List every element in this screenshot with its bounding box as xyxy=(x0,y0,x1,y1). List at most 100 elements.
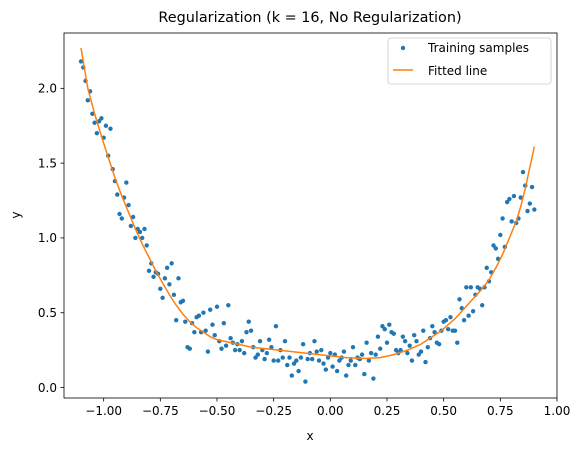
training-sample-point xyxy=(244,329,249,335)
training-sample-point xyxy=(532,207,537,212)
x-tick-label: 1.00 xyxy=(544,404,571,418)
training-sample-point xyxy=(219,346,224,351)
training-sample-point xyxy=(124,180,129,185)
training-sample-point xyxy=(294,358,299,363)
training-sample-point xyxy=(212,332,217,338)
training-sample-point xyxy=(158,286,163,291)
plot-frame xyxy=(63,32,558,399)
training-sample-point xyxy=(242,350,247,356)
training-sample-point xyxy=(416,352,421,357)
x-tick-label: 0.00 xyxy=(317,404,344,418)
legend: Training samples Fitted line xyxy=(387,37,552,85)
training-sample-point xyxy=(346,362,351,368)
training-sample-point xyxy=(214,304,220,309)
x-tick-label: −0.75 xyxy=(142,404,179,418)
training-sample-point xyxy=(498,232,503,238)
training-sample-point xyxy=(484,265,489,271)
training-sample-point xyxy=(334,368,340,374)
training-sample-point xyxy=(239,338,245,344)
training-sample-point xyxy=(183,319,188,324)
training-sample-point xyxy=(430,324,435,329)
training-sample-point xyxy=(140,235,145,241)
training-sample-point xyxy=(409,358,415,363)
training-sample-point xyxy=(187,346,192,351)
training-sample-point xyxy=(518,195,523,200)
training-sample-point xyxy=(328,350,333,356)
legend-marker-training-samples xyxy=(400,45,406,51)
training-sample-point xyxy=(353,362,358,368)
training-sample-point xyxy=(330,364,335,369)
x-tick-label: 0.50 xyxy=(430,404,457,418)
training-sample-point xyxy=(316,358,322,363)
training-sample-point xyxy=(291,361,297,366)
plot-data xyxy=(78,47,537,384)
x-tick-label: −1.00 xyxy=(85,404,122,418)
training-sample-point xyxy=(246,319,251,324)
training-sample-point xyxy=(359,352,365,357)
training-sample-point xyxy=(314,349,319,354)
training-sample-point xyxy=(171,292,177,297)
training-sample-point xyxy=(305,356,310,362)
training-sample-point xyxy=(371,376,376,381)
training-sample-point xyxy=(350,344,356,350)
training-sample-point xyxy=(253,355,258,360)
y-tick-label: 0.5 xyxy=(38,306,57,320)
training-sample-point xyxy=(151,274,156,280)
training-sample-point xyxy=(276,358,281,363)
training-sample-point xyxy=(461,318,467,323)
training-sample-point xyxy=(262,356,267,362)
training-sample-point xyxy=(504,199,510,205)
training-sample-point xyxy=(341,349,347,354)
training-sample-point xyxy=(323,367,328,372)
training-sample-point xyxy=(464,285,469,290)
y-tick-label: 0.0 xyxy=(38,381,57,395)
legend-label-training-samples: Training samples xyxy=(427,41,529,55)
training-sample-point xyxy=(421,328,426,333)
training-sample-point xyxy=(414,338,419,344)
training-sample-point xyxy=(90,111,95,116)
training-sample-point xyxy=(280,355,285,360)
training-sample-point xyxy=(368,350,374,356)
training-sample-point xyxy=(382,326,387,332)
training-sample-point xyxy=(223,343,229,348)
training-sample-point xyxy=(391,331,396,336)
training-sample-point xyxy=(287,355,292,360)
training-sample-point xyxy=(455,340,460,345)
training-sample-point xyxy=(85,98,91,103)
training-sample-point xyxy=(362,371,367,377)
training-sample-point xyxy=(436,341,442,347)
training-sample-point xyxy=(205,349,211,354)
training-sample-point xyxy=(312,338,317,344)
training-sample-point xyxy=(164,265,170,271)
training-sample-point xyxy=(119,216,125,221)
training-sample-point xyxy=(137,229,143,235)
training-sample-point xyxy=(226,303,231,308)
training-sample-point xyxy=(221,321,226,326)
training-sample-point xyxy=(92,120,97,125)
training-sample-point xyxy=(423,359,428,365)
training-sample-point xyxy=(162,276,168,281)
training-sample-point xyxy=(527,201,532,206)
training-sample-point xyxy=(94,131,100,136)
training-sample-point xyxy=(432,329,437,335)
training-sample-point xyxy=(500,216,505,221)
y-axis-label: y xyxy=(9,211,23,218)
training-sample-point xyxy=(298,355,304,360)
training-sample-point xyxy=(103,123,109,128)
training-sample-point xyxy=(375,334,381,339)
training-sample-point xyxy=(443,318,449,323)
training-sample-point xyxy=(285,362,290,368)
training-sample-point xyxy=(248,328,254,333)
training-sample-point xyxy=(126,202,131,208)
training-sample-point xyxy=(348,358,353,363)
training-sample-point xyxy=(380,324,385,329)
training-sample-point xyxy=(144,243,149,248)
training-sample-point xyxy=(393,347,399,353)
training-sample-point xyxy=(78,59,84,64)
training-sample-point xyxy=(266,337,272,342)
training-sample-point xyxy=(201,310,206,315)
training-sample-point xyxy=(300,341,306,347)
training-sample-point xyxy=(387,322,392,327)
x-axis-ticks: −1.00 −0.75 −0.50 −0.25 0.00 0.25 0.50 0.75 1.00 xyxy=(85,398,570,418)
